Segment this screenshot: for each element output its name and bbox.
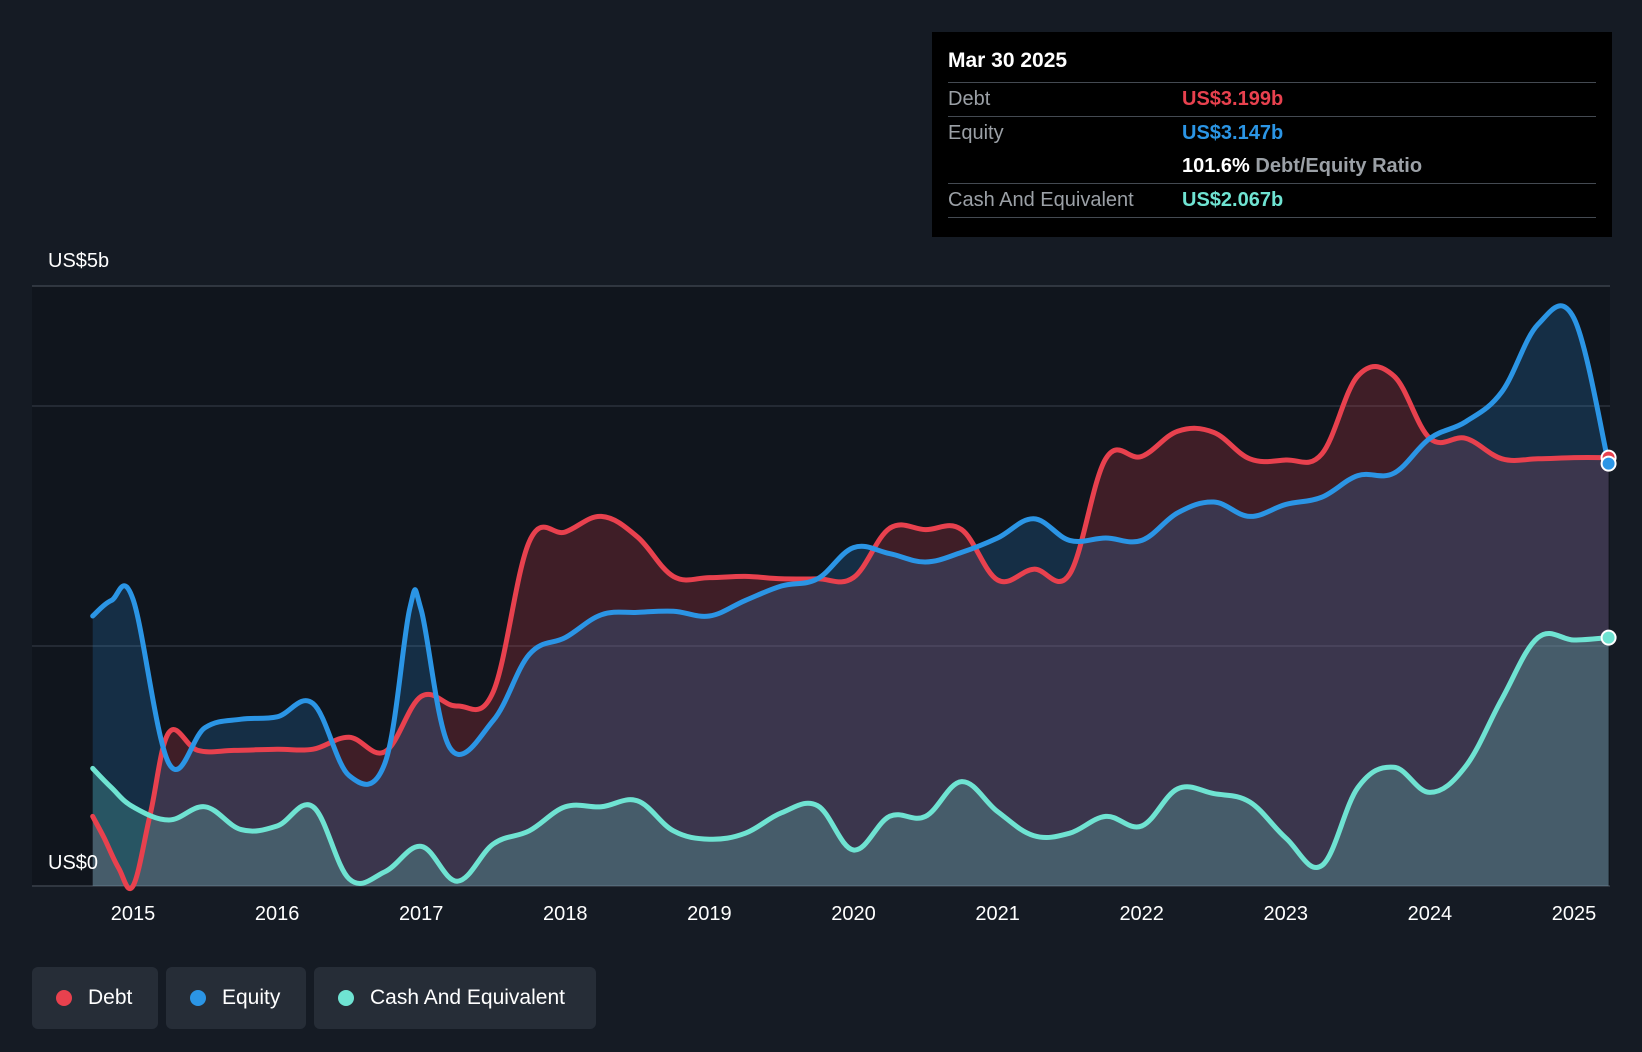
tooltip-ratio-value: 101.6% — [1182, 155, 1250, 177]
series-lines — [90, 303, 1612, 891]
debt-area — [92, 366, 1609, 889]
cash-and-equivalent-end-marker — [1600, 629, 1617, 646]
x-tick-label: 2021 — [975, 903, 1020, 925]
tooltip-debt-value: US$3.199b — [1182, 88, 1284, 110]
tooltip-cash-row: Cash And Equivalent US$2.067b — [948, 184, 1596, 218]
x-tick-label: 2023 — [1264, 903, 1309, 925]
x-tick-label: 2015 — [111, 903, 156, 925]
tooltip-date: Mar 30 2025 — [948, 46, 1596, 83]
equity-area — [92, 305, 1609, 887]
x-tick-label: 2025 — [1552, 903, 1597, 925]
tooltip-cash-value: US$2.067b — [1182, 189, 1284, 211]
tooltip-equity-value: US$3.147b — [1182, 122, 1284, 144]
y-axis-min-label: US$0 — [48, 852, 99, 874]
debt-dot-icon — [56, 990, 72, 1006]
series-areas — [92, 305, 1609, 889]
tooltip-ratio-label: Debt/Equity Ratio — [1255, 155, 1423, 177]
tooltip-debt-row: Debt US$3.199b — [948, 83, 1596, 117]
tooltip-ratio-row: 101.6% Debt/Equity Ratio — [948, 150, 1596, 184]
grid-lines — [32, 285, 1610, 887]
x-tick-label: 2022 — [1119, 903, 1164, 925]
cash-dot-icon — [338, 990, 354, 1006]
legend-debt[interactable]: Debt — [32, 967, 158, 1029]
x-tick-label: 2024 — [1408, 903, 1453, 925]
cash-and-equivalent-line — [90, 631, 1612, 886]
x-tick-label: 2016 — [255, 903, 300, 925]
x-tick-label: 2017 — [399, 903, 444, 925]
end-markers — [1600, 449, 1617, 646]
tooltip-cash-label: Cash And Equivalent — [948, 189, 1134, 211]
legend-equity-label: Equity — [222, 986, 281, 1009]
tooltip-equity-label: Equity — [948, 122, 1004, 144]
equity-end-marker — [1600, 455, 1617, 472]
x-tick-label: 2020 — [831, 903, 876, 925]
legend-cash-label: Cash And Equivalent — [370, 986, 565, 1009]
y-axis-max-label: US$5b — [48, 250, 110, 272]
data-tooltip: Mar 30 2025 Debt US$3.199b Equity US$3.1… — [932, 32, 1612, 237]
tooltip-debt-label: Debt — [948, 88, 991, 110]
x-tick-label: 2018 — [543, 903, 588, 925]
cash-and-equivalent-area — [92, 633, 1609, 886]
legend-debt-label: Debt — [88, 986, 133, 1009]
debt-line — [90, 364, 1612, 891]
x-tick-label: 2019 — [687, 903, 732, 925]
x-axis-ticks: 2015 2016 2017 2018 2019 2020 2021 2022 2023 2024… — [111, 903, 1597, 925]
legend-equity[interactable]: Equity — [166, 967, 306, 1029]
equity-line — [90, 303, 1612, 787]
equity-dot-icon — [190, 990, 206, 1006]
legend-cash[interactable]: Cash And Equivalent — [314, 967, 596, 1029]
plot-background — [32, 286, 1610, 886]
tooltip-ratio: 101.6% Debt/Equity Ratio — [1182, 150, 1422, 183]
tooltip-equity-row: Equity US$3.147b — [948, 117, 1596, 150]
